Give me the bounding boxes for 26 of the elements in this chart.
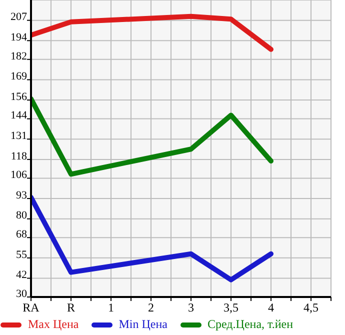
y-tick-label: 144 [10, 110, 28, 122]
y-tick-label: 30 [16, 288, 28, 300]
x-tick-label: RA [22, 300, 40, 315]
legend-label: Max Цена [27, 317, 79, 332]
x-tick-label: 3,5 [224, 300, 238, 315]
y-tick-label: 182 [10, 50, 27, 62]
y-tick-label: 80 [16, 210, 28, 222]
x-tick-label: 2 [148, 300, 154, 315]
y-tick-label: 93 [16, 189, 28, 202]
y-tick-label: 68 [16, 228, 28, 241]
y-tick-label: 131 [10, 130, 27, 142]
legend-label: Сред.Цена, т.йен [206, 317, 294, 332]
x-tick-label: 4 [268, 300, 274, 315]
y-tick-label: 169 [10, 70, 28, 83]
x-tick-label: R [66, 300, 76, 315]
legend-label: Min Цена [118, 317, 168, 332]
x-tick-label: 3 [188, 300, 194, 315]
y-tick-label: 156 [10, 90, 28, 103]
y-tick-label: 194 [10, 32, 28, 44]
y-tick-label: 118 [10, 150, 28, 162]
y-tick-label: 55 [16, 248, 28, 261]
y-tick-label: 106 [10, 169, 28, 182]
y-tick-label: 207 [10, 11, 28, 24]
x-tick-label: 1 [108, 300, 114, 315]
x-tick-label: 4,5 [304, 300, 318, 315]
y-tick-label: 42 [16, 269, 27, 282]
